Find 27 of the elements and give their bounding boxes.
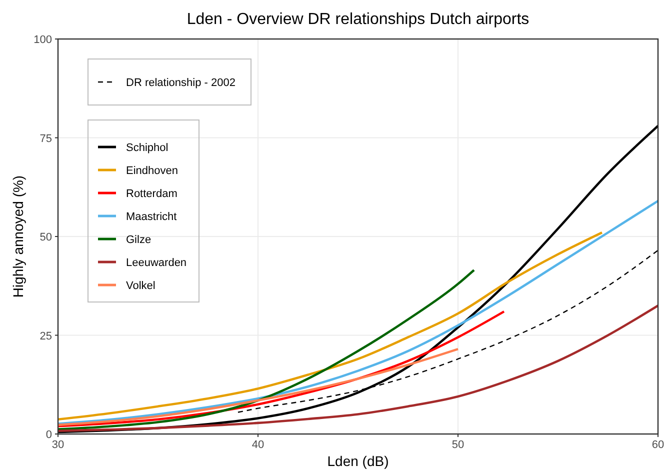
x-axis-title: Lden (dB) — [327, 453, 389, 469]
legend-label: DR relationship - 2002 — [126, 77, 236, 89]
x-tick-label: 50 — [452, 439, 464, 451]
y-tick-label: 75 — [40, 132, 52, 145]
x-tick-label: 60 — [652, 439, 664, 451]
legend-label: Eindhoven — [126, 165, 178, 177]
line-series — [56, 231, 604, 421]
legend-label: Volkel — [126, 280, 156, 292]
x-tick-label: 40 — [252, 439, 264, 451]
legend-label: Maastricht — [126, 211, 177, 223]
line-series — [56, 310, 506, 428]
line-series — [56, 268, 476, 430]
legend-label: Rotterdam — [126, 188, 178, 200]
y-axis-title: Highly annoyed (%) — [10, 175, 26, 298]
legend-label: Schiphol — [126, 142, 168, 154]
legend-label: Gilze — [126, 234, 152, 246]
x-tick-label: 30 — [52, 439, 64, 451]
chart-title: Lden - Overview DR relationships Dutch airports — [186, 11, 530, 28]
line-series — [56, 124, 660, 434]
y-tick-label: 50 — [40, 232, 52, 244]
legend-label: Leeuwarden — [126, 257, 187, 269]
y-tick-label: 100 — [34, 34, 52, 46]
line-series — [56, 200, 660, 425]
y-tick-label: 0 — [46, 429, 52, 441]
line-series — [56, 348, 460, 426]
y-tick-label: 25 — [40, 330, 52, 342]
line-series — [56, 304, 660, 432]
